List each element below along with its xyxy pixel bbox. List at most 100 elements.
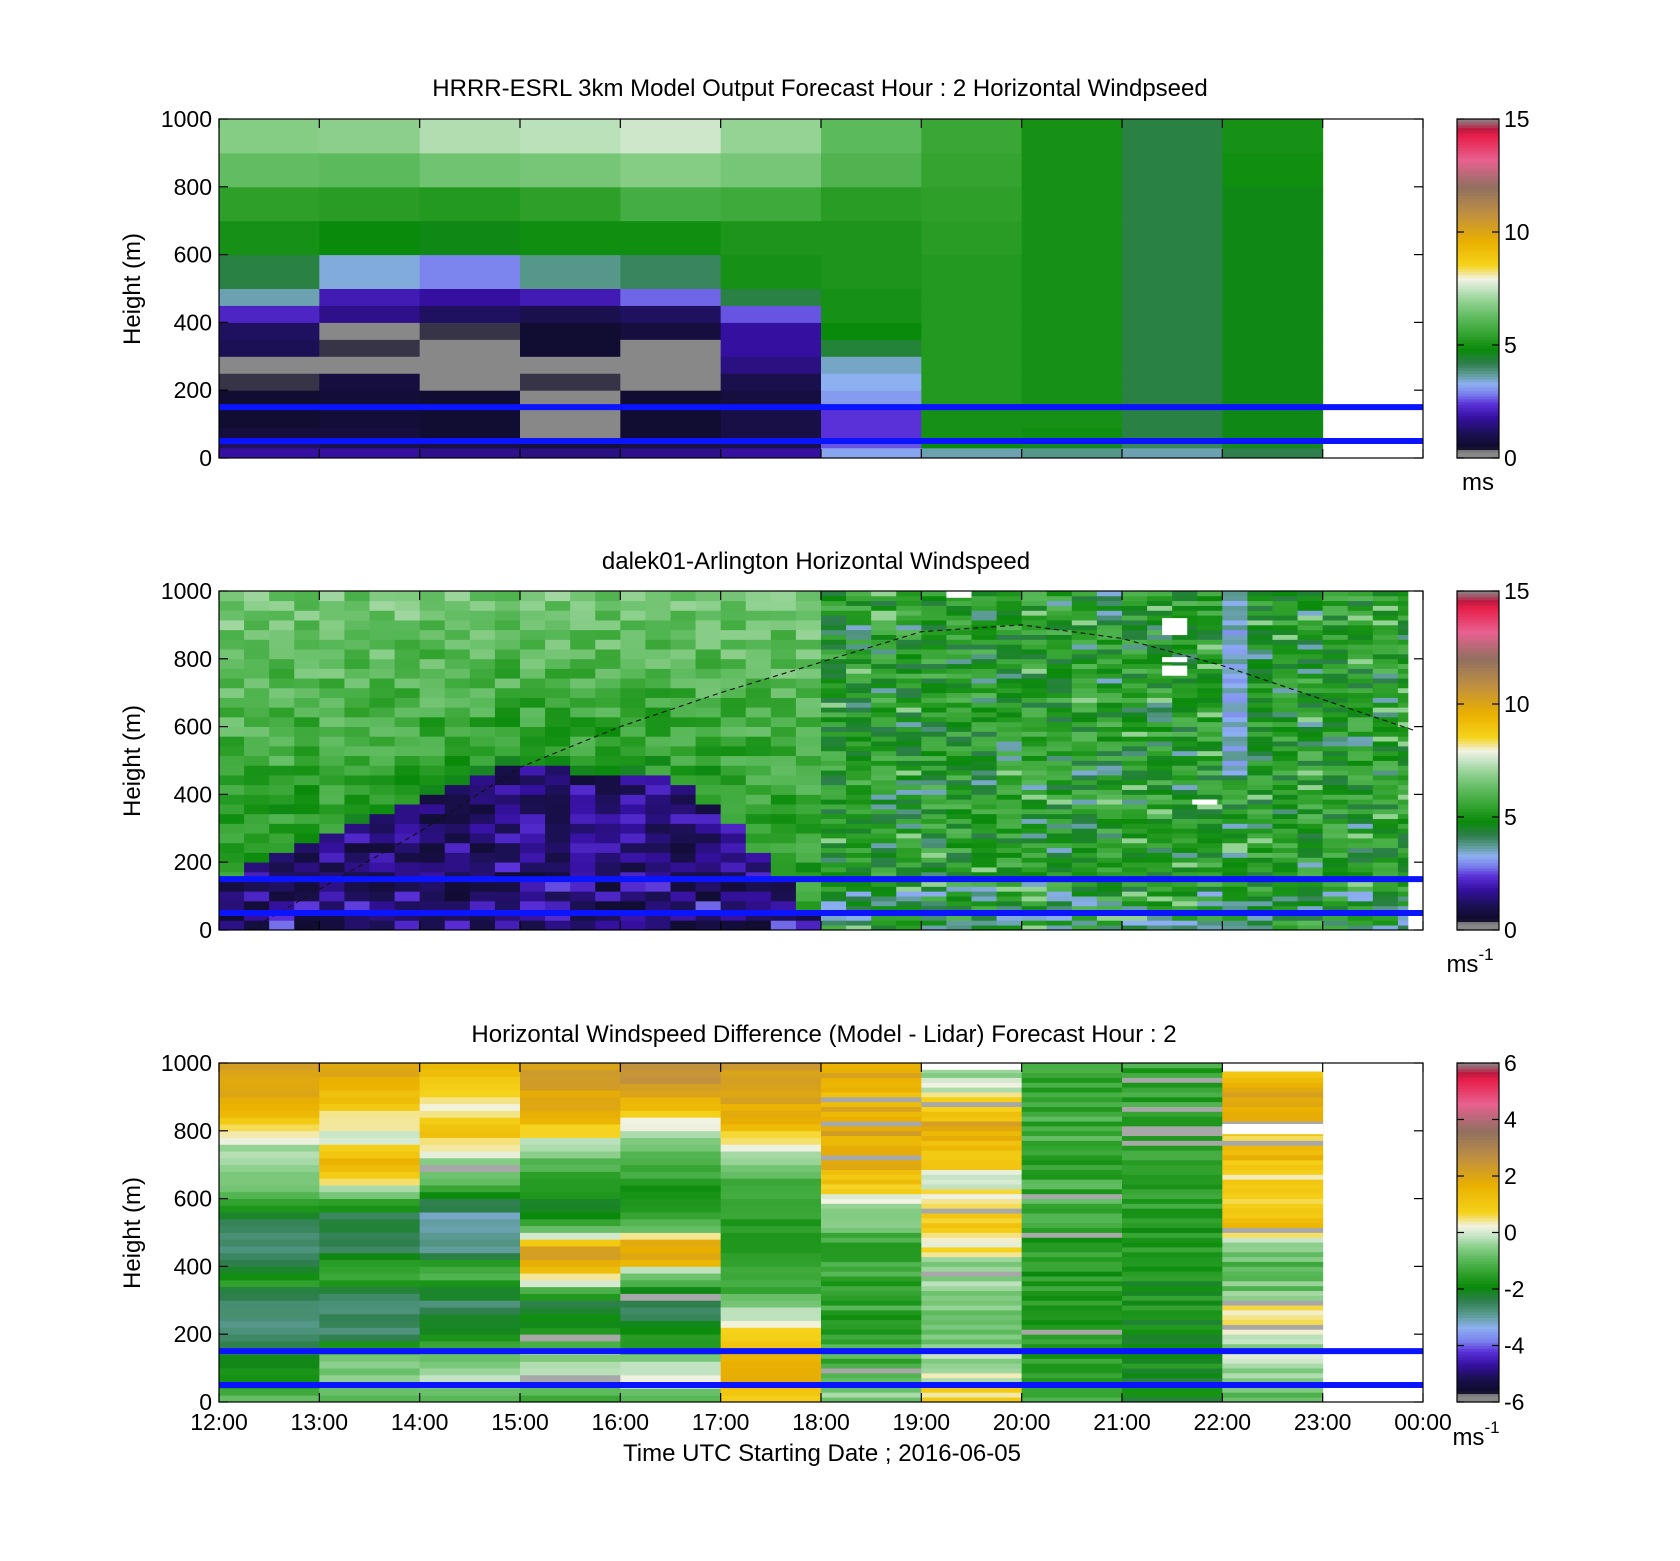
heatmap-cell	[1021, 716, 1048, 723]
colorbar-segment	[1457, 644, 1499, 649]
heatmap-cell	[1046, 857, 1073, 863]
panel-model: HRRR-ESRL 3km Model Output Forecast Hour…	[119, 75, 1530, 496]
heatmap-cell	[1096, 658, 1123, 665]
heatmap-cell	[369, 620, 395, 631]
heatmap-cell	[1147, 692, 1173, 698]
heatmap-cell	[520, 1164, 621, 1172]
heatmap-cell	[946, 624, 972, 631]
heatmap-cell	[1096, 731, 1123, 737]
heatmap-cell	[946, 726, 972, 732]
colorbar-segment	[1457, 1263, 1499, 1267]
heatmap-cell	[821, 595, 847, 602]
heatmap-cell	[1046, 736, 1073, 742]
heatmap-cell	[821, 1397, 922, 1402]
heatmap-cell	[595, 852, 621, 863]
heatmap-cell	[1122, 804, 1148, 810]
heatmap-cell	[319, 1368, 421, 1376]
heatmap-cell	[1147, 702, 1173, 708]
heatmap-cell	[1122, 1150, 1223, 1156]
heatmap-cell	[1147, 891, 1173, 897]
heatmap-cell	[1021, 1125, 1123, 1132]
heatmap-cell	[821, 1121, 922, 1127]
heatmap-cell	[1347, 784, 1374, 790]
colorbar-segment	[1457, 189, 1499, 194]
heatmap-cell	[1172, 750, 1198, 757]
heatmap-cell	[620, 765, 646, 776]
heatmap-cell	[219, 1178, 320, 1186]
heatmap-cell	[570, 591, 596, 602]
heatmap-cell	[1147, 896, 1173, 902]
heatmap-cell	[1272, 610, 1298, 616]
heatmap-cell	[1046, 629, 1073, 635]
heatmap-cell	[1147, 837, 1173, 844]
heatmap-cell	[469, 591, 496, 602]
colorbar-tick-label: 0	[1504, 445, 1517, 471]
heatmap-cell	[219, 775, 245, 786]
heatmap-cell	[871, 900, 897, 907]
y-tick-label: 600	[174, 242, 212, 268]
heatmap-cell	[996, 750, 1023, 757]
colorbar-segment	[1457, 921, 1499, 925]
heatmap-cell	[770, 678, 797, 689]
heatmap-cell	[896, 702, 922, 708]
heatmap-cell	[971, 610, 997, 616]
heatmap-cell	[971, 760, 997, 766]
heatmap-cell	[369, 639, 395, 650]
colorbar-segment	[1457, 692, 1499, 697]
colorbar-segment	[1457, 265, 1499, 270]
heatmap-cell	[1021, 1116, 1123, 1122]
heatmap-cell	[921, 837, 947, 844]
heatmap-cell	[1147, 615, 1173, 621]
heatmap-cell	[319, 390, 421, 408]
heatmap-cell	[1272, 842, 1298, 849]
heatmap-cell	[1397, 639, 1409, 645]
heatmap-cell	[871, 639, 897, 645]
heatmap-cell	[921, 1353, 1023, 1359]
heatmap-cell	[1272, 745, 1298, 752]
heatmap-cell	[1347, 668, 1374, 674]
heatmap-cell	[1021, 1213, 1123, 1219]
colorbar-tick-label: 0	[1504, 917, 1517, 943]
y-tick-label: 0	[199, 1389, 212, 1415]
heatmap-cell	[1021, 1096, 1123, 1103]
heatmap-cell	[1046, 620, 1073, 626]
heatmap-cell	[269, 649, 295, 660]
heatmap-cell	[921, 1150, 1023, 1156]
heatmap-cell	[319, 1130, 421, 1138]
heatmap-cell	[1021, 1067, 1123, 1074]
heatmap-cell	[1147, 842, 1173, 849]
heatmap-cell	[1297, 896, 1324, 902]
heatmap-cell	[921, 634, 947, 640]
heatmap-cell	[1122, 1285, 1223, 1292]
heatmap-cell	[1297, 639, 1324, 645]
heatmap-cell	[1147, 847, 1173, 853]
heatmap-cell	[444, 745, 471, 757]
heatmap-cell	[996, 881, 1023, 887]
heatmap-cell	[720, 1171, 822, 1179]
heatmap-cell	[695, 678, 722, 689]
colorbar-segment	[1457, 316, 1499, 321]
heatmap-cell	[1222, 1319, 1324, 1325]
heatmap-cell	[1122, 615, 1148, 621]
heatmap-cell	[570, 794, 596, 805]
heatmap-cell	[670, 862, 696, 873]
heatmap-cell	[344, 862, 370, 873]
heatmap-cell	[1347, 823, 1374, 829]
heatmap-cell	[1122, 847, 1148, 853]
heatmap-cell	[419, 639, 446, 650]
heatmap-cell	[1021, 600, 1048, 606]
heatmap-cell	[444, 620, 471, 631]
colorbar-segment	[1457, 141, 1499, 146]
y-tick-label: 200	[174, 377, 212, 403]
heatmap-cell	[419, 920, 446, 930]
heatmap-cell	[645, 678, 671, 689]
heatmap-cell	[1021, 900, 1048, 907]
heatmap-cell	[520, 1286, 621, 1294]
heatmap-cell	[469, 784, 496, 795]
heatmap-cell	[1046, 668, 1073, 674]
heatmap-cell	[971, 784, 997, 790]
heatmap-cell	[1247, 920, 1273, 926]
heatmap-cell	[419, 1388, 521, 1396]
heatmap-cell	[871, 673, 897, 679]
